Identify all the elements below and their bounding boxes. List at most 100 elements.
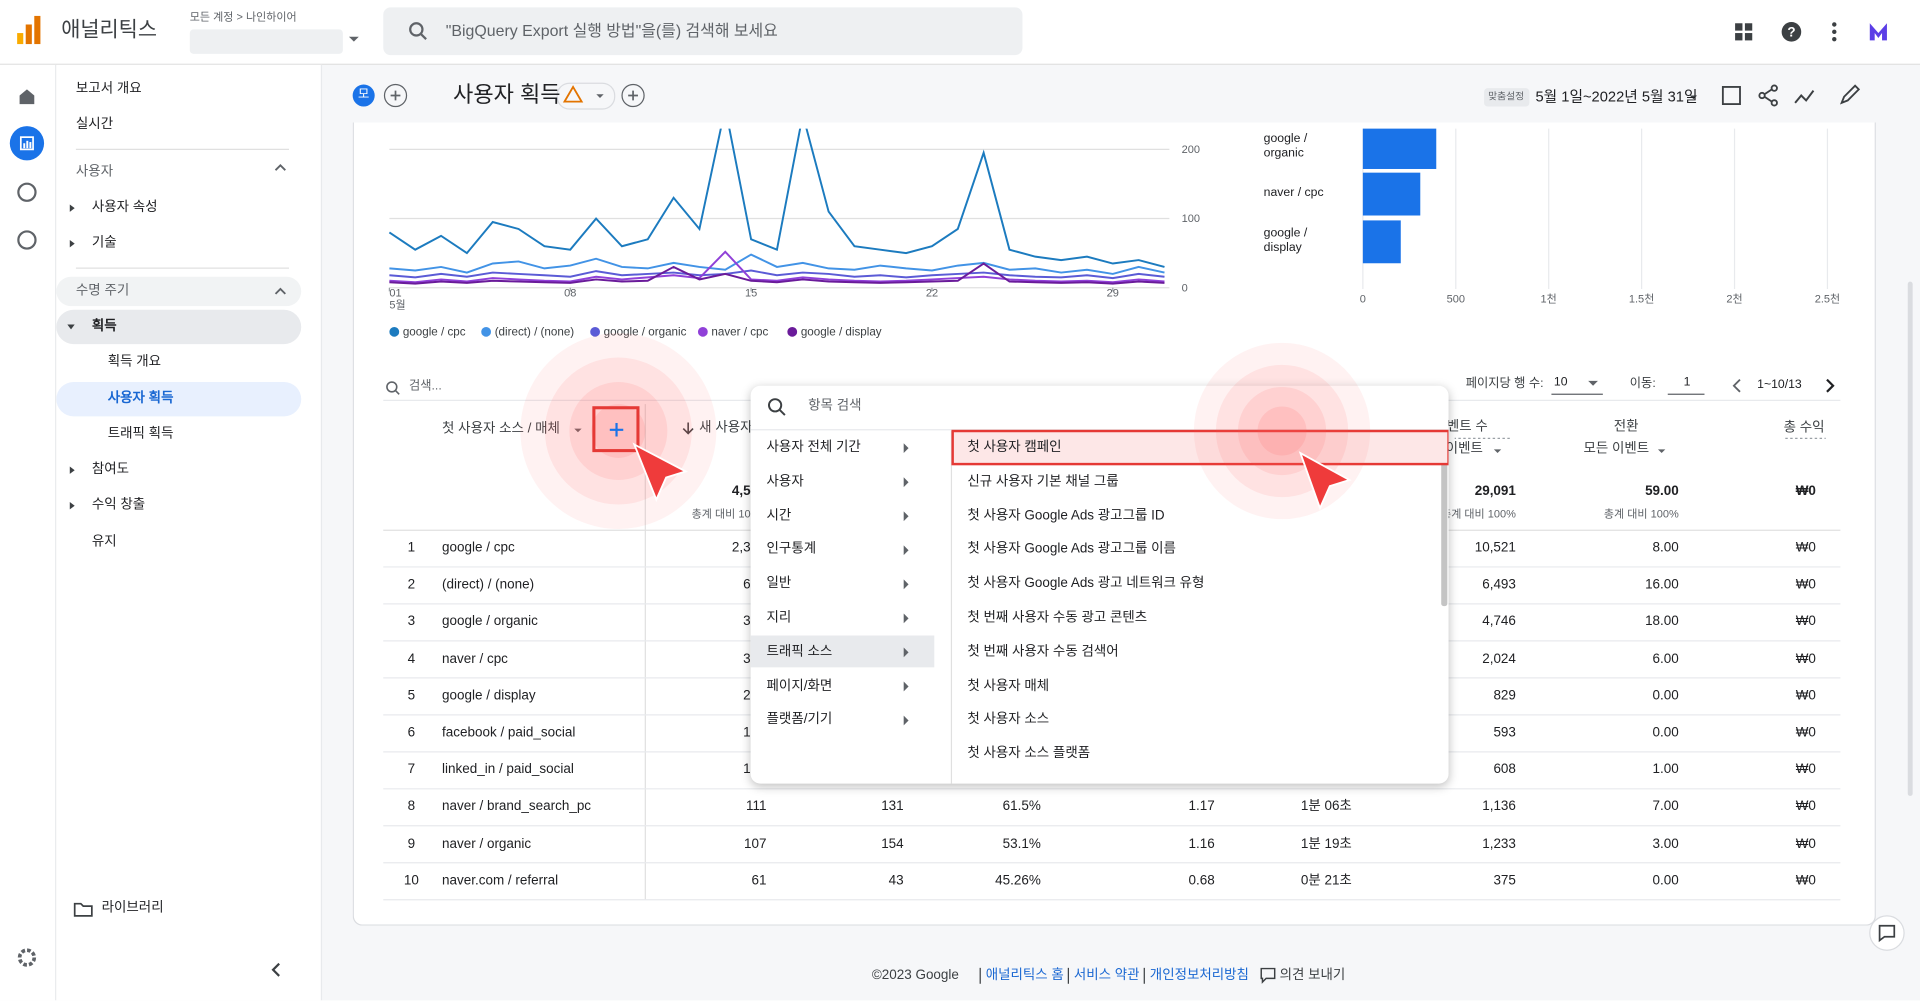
carets [67, 204, 75, 510]
apps-icon[interactable] [1735, 23, 1753, 41]
menu-item[interactable]: 첫 사용자 소스 플랫폼 [967, 746, 1091, 762]
advertising-icon[interactable] [17, 230, 37, 250]
more-icon[interactable] [1832, 22, 1837, 42]
nav-item[interactable]: 트래픽 획득 [107, 426, 174, 442]
menu-category[interactable]: 인구통계 [766, 542, 817, 557]
menu-category[interactable]: 플랫폼/기기 [766, 712, 833, 728]
nav-item[interactable]: 라이브러리 [101, 900, 164, 916]
extension-icon[interactable] [1869, 23, 1887, 41]
search-placeholder[interactable]: "BigQuery Export 실행 방법"을(를) 검색해 보세요 [445, 21, 778, 40]
filter-chip[interactable] [556, 82, 616, 110]
nav-item[interactable]: 참여도 [91, 462, 130, 477]
share-icon[interactable] [1758, 84, 1778, 107]
x-tick-label: 500 [1447, 293, 1465, 305]
menu-item[interactable]: 신규 사용자 기본 채널 그룹 [967, 474, 1119, 489]
search-box[interactable] [383, 7, 1023, 56]
chevron[interactable] [274, 287, 286, 295]
highlight-item[interactable] [951, 429, 1449, 466]
nav-item[interactable]: 사용자 속성 [91, 200, 158, 215]
legend-swatch [389, 326, 400, 337]
row-cell: 593 [1493, 725, 1516, 741]
menu-item[interactable]: 첫 사용자 캠페인 [967, 440, 1062, 455]
menu-search[interactable]: 항목 검색 [808, 398, 862, 414]
nav-item[interactable]: 사용자 획득 [107, 391, 174, 406]
bar [1362, 220, 1401, 264]
explore-icon[interactable] [17, 182, 37, 202]
customize-icon[interactable] [1721, 86, 1741, 106]
menu-scrollbar[interactable] [1441, 431, 1448, 607]
row-cell: 6 [743, 577, 751, 593]
breadcrumb[interactable]: 모든 계정 > 나인하이어 [189, 10, 297, 23]
nav-item[interactable]: 실시간 [75, 116, 114, 132]
edit-icon[interactable] [1839, 84, 1861, 105]
row-cell: 0.68 [1188, 873, 1215, 889]
menu-category[interactable]: 지리 [766, 610, 792, 625]
caret[interactable] [1493, 449, 1502, 454]
footer-link[interactable]: 개인정보처리방침 [1143, 967, 1249, 984]
menu-category[interactable]: 트래픽 소스 [766, 644, 833, 660]
menu-decor [750, 398, 1449, 784]
row-cell: ₩0 [1795, 651, 1816, 667]
row-cell: 1분 06초 [1300, 799, 1352, 815]
lines [388, 128, 1165, 285]
next-page[interactable] [1826, 378, 1835, 393]
nav-item[interactable]: 기술 [91, 235, 117, 251]
column-header[interactable]: 새 사용자 [699, 420, 753, 436]
menu-item[interactable]: 첫 사용자 Google Ads 광고그룹 ID [967, 508, 1165, 523]
line-series [389, 250, 1165, 284]
selected-category[interactable] [750, 635, 935, 668]
group-bg[interactable] [56, 309, 302, 345]
settings-icon[interactable] [17, 948, 37, 967]
caret[interactable] [1588, 380, 1598, 386]
menu-category[interactable]: 시간 [766, 508, 792, 523]
scrollbar[interactable] [1907, 281, 1913, 796]
prev-page[interactable] [1732, 378, 1741, 393]
add-compare[interactable] [383, 83, 408, 108]
menu-category[interactable]: 사용자 전체 기간 [766, 440, 861, 455]
footer-link[interactable]: 애널리틱스 홈 [979, 967, 1064, 984]
caret[interactable] [1657, 449, 1666, 454]
property-select[interactable] [189, 29, 343, 54]
chevron[interactable] [274, 164, 286, 171]
menu-item[interactable]: 첫 사용자 Google Ads 광고 네트워크 유형 [967, 576, 1205, 591]
menu-item[interactable]: 첫 번째 사용자 수동 검색어 [967, 644, 1119, 660]
collapse-icon[interactable] [271, 962, 280, 977]
feedback-button[interactable] [1869, 915, 1905, 951]
nav-item[interactable]: 수익 창출 [91, 497, 146, 513]
badge[interactable] [352, 84, 375, 107]
column-header[interactable]: 첫 사용자 소스 / 매체 [442, 421, 560, 437]
caret[interactable] [574, 428, 582, 433]
table-search[interactable]: 검색... [408, 379, 442, 394]
nav-item[interactable]: 보고서 개요 [75, 81, 142, 97]
menu-category[interactable]: 일반 [766, 576, 792, 591]
feedback-link[interactable]: 의견 보내기 [1279, 967, 1346, 983]
menu-item[interactable]: 첫 번째 사용자 수동 광고 콘텐츠 [967, 610, 1148, 625]
menu-item[interactable]: 첫 사용자 Google Ads 광고그룹 이름 [967, 542, 1176, 557]
menu-category[interactable]: 사용자 [766, 474, 804, 489]
nav-item[interactable]: 획득 개요 [107, 354, 162, 370]
sort-icon[interactable] [682, 422, 694, 435]
column-subheader[interactable]: 모든 이벤트 [1583, 441, 1650, 457]
menu-item[interactable]: 첫 사용자 소스 [967, 712, 1050, 728]
add-filter[interactable] [621, 83, 645, 108]
column-header[interactable]: 총 수익 [1783, 420, 1825, 436]
caret[interactable] [1689, 95, 1698, 100]
copyright: ©2023 Google [871, 967, 959, 983]
nav-item[interactable]: 사용자 [75, 164, 114, 180]
menu-category[interactable]: 페이지/화면 [766, 678, 833, 694]
nav-item[interactable]: 수명 주기 [75, 283, 130, 299]
home-icon[interactable] [19, 89, 35, 105]
footer-link[interactable]: 서비스 약관 [1067, 967, 1140, 984]
row-rank: 7 [407, 762, 416, 778]
selected-bg[interactable] [56, 382, 302, 417]
insights-icon[interactable] [1794, 90, 1815, 104]
goto-input[interactable]: 1 [1683, 375, 1691, 390]
rows-select[interactable]: 10 [1553, 375, 1568, 390]
help-icon[interactable] [1781, 22, 1802, 42]
nav-item[interactable]: 유지 [91, 534, 117, 550]
column-header[interactable]: 전환 [1613, 419, 1639, 434]
date-range[interactable]: 5월 1일~2022년 5월 31일 [1535, 87, 1698, 106]
menu-item[interactable]: 첫 사용자 매체 [967, 678, 1050, 694]
nav-item[interactable]: 획득 [91, 318, 117, 334]
row-cell: ₩0 [1795, 799, 1816, 815]
